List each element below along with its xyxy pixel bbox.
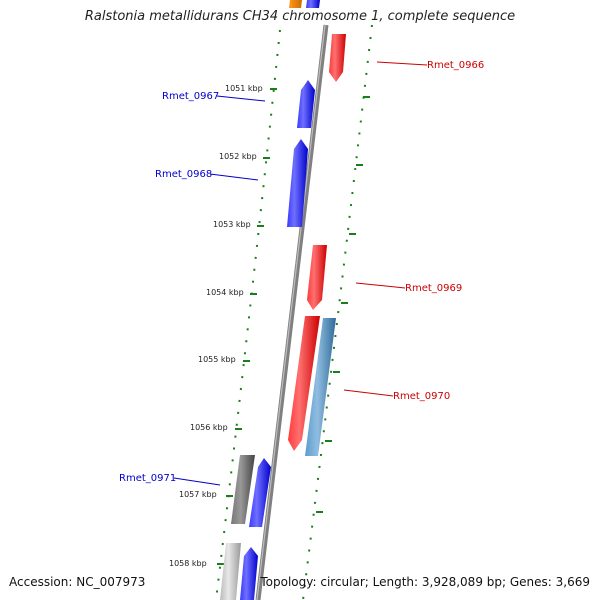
genome-summary-label: Topology: circular; Length: 3,928,089 bp… — [260, 575, 590, 589]
gene-rmet-0971-pseudo[interactable] — [231, 455, 255, 524]
tick-label: 1052 kbp — [219, 152, 257, 161]
leader-rmet-0966 — [376, 61, 428, 66]
gene-rmet-0967[interactable] — [297, 80, 315, 128]
gene-partial-light[interactable] — [220, 543, 241, 600]
gene-rmet-0968[interactable] — [287, 139, 308, 227]
gene-rmet-0970[interactable] — [288, 316, 320, 451]
tick-label: 1051 kbp — [225, 84, 263, 93]
gene-rmet-0971[interactable] — [249, 458, 271, 527]
scale-ticks: 1051 kbp 1052 kbp 1053 kbp 1054 kbp 1055… — [169, 84, 370, 568]
gene-label-rmet-0966[interactable]: Rmet_0966 — [427, 60, 484, 71]
gene-label-rmet-0968[interactable]: Rmet_0968 — [155, 169, 212, 180]
chromosome-backbone — [255, 24, 329, 600]
gene-rmet-0970-rna[interactable] — [305, 318, 336, 456]
gene-label-rmet-0970[interactable]: Rmet_0970 — [393, 391, 450, 402]
accession-label: Accession: NC_007973 — [9, 575, 146, 589]
gene-label-rmet-0969[interactable]: Rmet_0969 — [405, 283, 462, 294]
gene-partial-blue-bottom[interactable] — [240, 547, 258, 600]
tick-label: 1055 kbp — [198, 355, 236, 364]
leader-rmet-0971 — [173, 477, 221, 486]
leader-rmet-0967 — [216, 95, 266, 102]
inner-scale-arc — [215, 29, 281, 600]
map-title: Ralstonia metallidurans CH34 chromosome … — [84, 9, 516, 24]
gene-partial-blue-top[interactable] — [306, 0, 320, 8]
gene-rmet-0966[interactable] — [329, 34, 346, 82]
gene-rmet-0969[interactable] — [307, 245, 327, 310]
leader-rmet-0969 — [355, 282, 406, 289]
leader-rmet-0970 — [343, 389, 394, 397]
tick-label: 1058 kbp — [169, 559, 207, 568]
leader-rmet-0968 — [209, 173, 259, 181]
gene-label-rmet-0971[interactable]: Rmet_0971 — [119, 473, 176, 484]
tick-label: 1057 kbp — [179, 490, 217, 499]
chromosome-backbone-highlight — [256, 24, 326, 600]
tick-label: 1054 kbp — [206, 288, 244, 297]
tick-label: 1053 kbp — [213, 220, 251, 229]
gene-label-rmet-0967[interactable]: Rmet_0967 — [162, 91, 219, 102]
tick-label: 1056 kbp — [190, 423, 228, 432]
gene-partial-orange[interactable] — [289, 0, 302, 8]
